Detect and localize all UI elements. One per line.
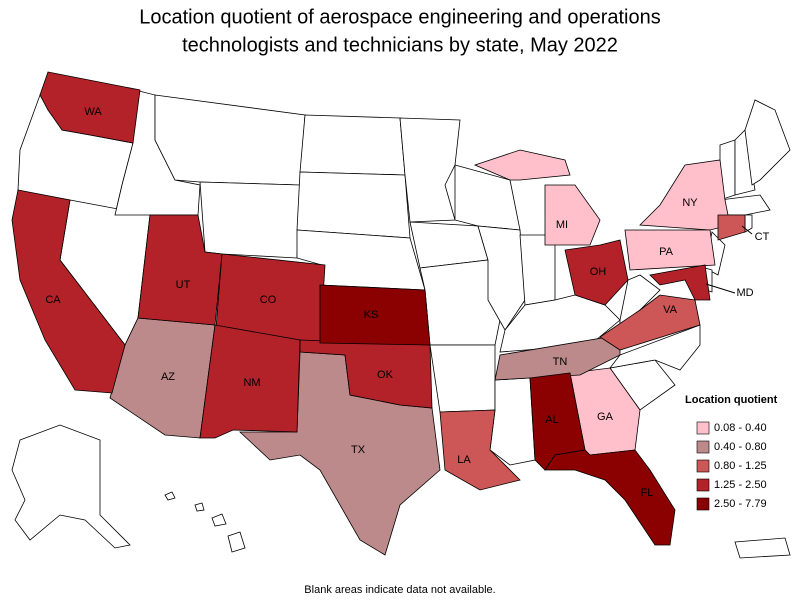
- state: [544, 449, 676, 546]
- state: [717, 214, 746, 241]
- state-label: VA: [663, 304, 678, 316]
- state-label: TN: [553, 356, 568, 368]
- state: [649, 264, 711, 301]
- state: [211, 513, 227, 527]
- state-label: PA: [659, 246, 674, 258]
- legend-swatch: [696, 421, 710, 435]
- state: [624, 229, 716, 271]
- title: Location quotient of aerospace engineeri…: [139, 6, 661, 28]
- state-label: GA: [597, 411, 614, 423]
- state: [439, 409, 521, 491]
- state: [734, 129, 756, 196]
- state-label: CT: [755, 231, 770, 243]
- legend: 0.08 - 0.40 0.40 - 0.80 0.80 - 1.25 1.25 - …: [696, 421, 767, 511]
- state-label: NY: [682, 197, 698, 209]
- state: [734, 537, 791, 559]
- state-label: OH: [590, 266, 607, 278]
- state-label: OK: [377, 369, 394, 381]
- state: [564, 239, 629, 306]
- colored-states: MI NY PA GA AZ TX TN LA VA CT WA CA UT CO NM OK OH MD KS AL…: [11, 71, 770, 556]
- title: technologists and technicians by state, …: [182, 34, 618, 56]
- state: [39, 71, 141, 144]
- state: [11, 189, 126, 394]
- legend-swatch: [696, 497, 710, 511]
- state: [639, 159, 731, 231]
- state-label: FL: [641, 487, 654, 499]
- state: [299, 114, 406, 176]
- note: Blank areas indicate data not available.: [304, 584, 495, 596]
- state: [154, 94, 306, 186]
- state: [429, 344, 496, 413]
- state-label: CA: [45, 294, 61, 306]
- state-label: CO: [260, 294, 277, 306]
- state: [11, 424, 131, 549]
- state: [473, 149, 601, 246]
- state-label: TX: [351, 444, 366, 456]
- leader-line: [705, 283, 736, 294]
- state-label: MD: [736, 287, 753, 299]
- state-label: MI: [556, 219, 568, 231]
- state-label: UT: [176, 279, 191, 291]
- state-label: AL: [545, 414, 558, 426]
- legend-label: 1.25 - 2.50: [714, 479, 767, 491]
- state: [399, 117, 461, 223]
- state: [319, 284, 431, 346]
- leader-line: [741, 225, 753, 235]
- state-label: KS: [364, 309, 379, 321]
- legend-label: 2.50 - 7.79: [714, 498, 767, 510]
- legend-label: 0.40 - 0.80: [714, 441, 767, 453]
- state: [489, 377, 536, 466]
- state-label: AZ: [161, 371, 175, 383]
- state: [519, 234, 556, 306]
- legend-swatch: [696, 478, 710, 492]
- state: [164, 491, 176, 501]
- legend-swatch: [696, 440, 710, 454]
- state-label: NM: [243, 377, 260, 389]
- legend-swatch: [696, 459, 710, 473]
- state-label: WA: [84, 106, 102, 118]
- state-label: LA: [457, 454, 471, 466]
- state: [194, 502, 205, 512]
- legend-title: Location quotient: [685, 394, 778, 406]
- legend-label: 0.80 - 1.25: [714, 460, 767, 472]
- legend-label: 0.08 - 0.40: [714, 422, 767, 434]
- state: [296, 171, 411, 239]
- state: [299, 339, 433, 409]
- state: [199, 181, 301, 259]
- state: [744, 99, 791, 186]
- state: [227, 531, 246, 553]
